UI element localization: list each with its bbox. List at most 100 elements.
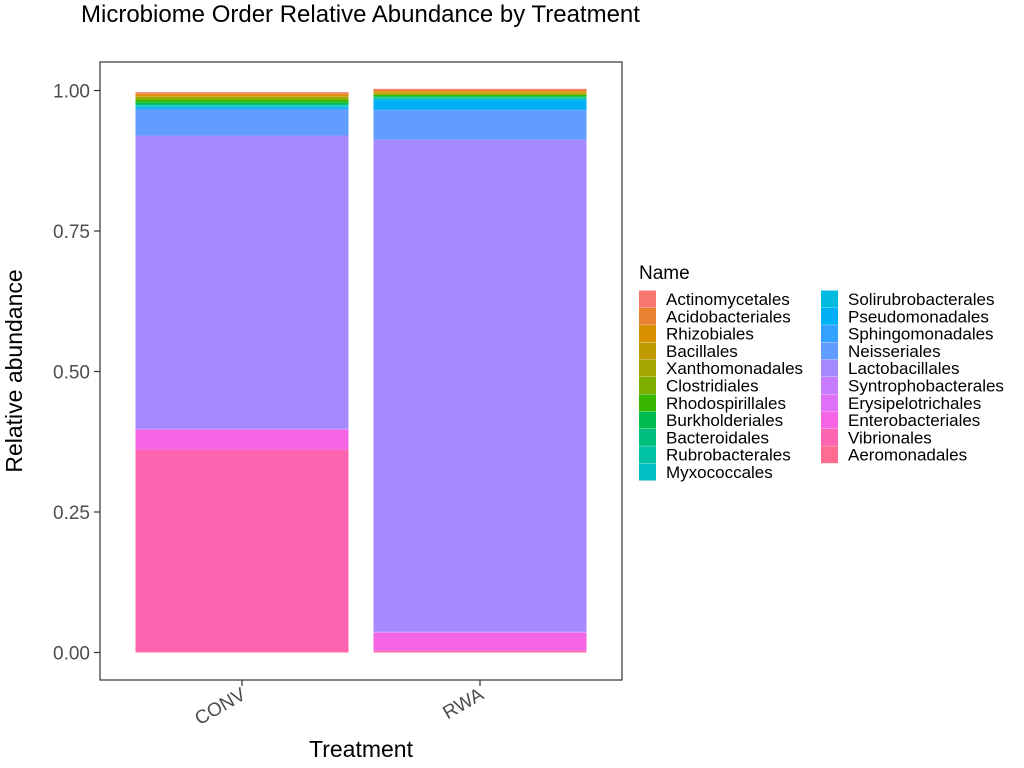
bar-segment-rwa-bacillales: [373, 92, 587, 94]
legend-label: Bacteroidales: [666, 428, 769, 447]
legend-swatch: [639, 359, 656, 377]
legend-swatch: [639, 428, 656, 446]
bar-segment-rwa-solirubrobacterales: [373, 99, 587, 101]
y-tick-label: 0.25: [53, 503, 90, 524]
legend-label: Aeromonadales: [848, 446, 967, 465]
legend-swatch: [821, 394, 838, 412]
legend-swatch: [639, 325, 656, 343]
legend-swatch: [639, 411, 656, 429]
legend-label: Clostridiales: [666, 377, 759, 396]
chart-title: Microbiome Order Relative Abundance by T…: [81, 1, 640, 28]
bar-segment-rwa-acidobacteriales: [373, 89, 587, 92]
bar-segment-rwa-sphingomonadales: [373, 109, 587, 111]
bar-segment-rwa-myxococcales: [373, 98, 587, 100]
legend-label: Bacillales: [666, 342, 738, 361]
bar-segment-rwa-syntrophobacterales: [373, 631, 587, 633]
legend-label: Erysipelotrichales: [848, 394, 981, 413]
bar-segment-conv-acidobacteriales: [135, 93, 349, 95]
legend-label: Solirubrobacterales: [848, 290, 994, 309]
bar-segment-conv-neisseriales: [135, 109, 349, 136]
bar-segment-conv-myxococcales: [135, 105, 349, 107]
bar-segment-rwa-lactobacillales: [373, 139, 587, 632]
bar-segment-rwa-actinomycetales: [373, 88, 587, 90]
legend-label: Myxococcales: [666, 463, 773, 482]
y-axis: 0.00 0.25 0.50 0.75 1.00: [53, 82, 100, 665]
bar-segment-conv-pseudomonadales: [135, 107, 349, 109]
legend-label: Sphingomonadales: [848, 325, 994, 344]
x-tick-label: CONV: [191, 684, 249, 730]
legend-swatch: [639, 307, 656, 325]
bar-segment-rwa-erysipelotrichales: [373, 632, 587, 633]
x-tick-label: RWA: [440, 684, 488, 724]
legend: Name ActinomycetalesAcidobacterialesRhiz…: [639, 263, 1004, 482]
y-axis-title: Relative abundance: [1, 269, 27, 472]
bar-segment-rwa-burkholderiales: [373, 96, 587, 98]
y-tick-label: 0.75: [53, 222, 90, 243]
bar-segment-rwa-rhodospirillales: [373, 95, 587, 97]
y-tick-label: 0.50: [53, 363, 90, 384]
bar-segment-conv-actinomycetales: [135, 92, 349, 94]
bar-segment-conv-lactobacillales: [135, 135, 349, 429]
legend-swatch: [639, 342, 656, 360]
legend-label: Rhizobiales: [666, 325, 754, 344]
x-axis-title: Treatment: [309, 736, 414, 762]
bar-segment-conv-vibrionales: [135, 449, 349, 652]
legend-label: Actinomycetales: [666, 290, 790, 309]
legend-label: Rhodospirillales: [666, 394, 786, 413]
legend-label: Rubrobacterales: [666, 446, 791, 465]
bar-segment-conv-rhodospirillales: [135, 100, 349, 103]
bar-segment-rwa-rhizobiales: [373, 91, 587, 93]
bar-segment-rwa-aeromonadales: [373, 651, 587, 653]
bar-segment-conv-bacillales: [135, 96, 349, 97]
bar-segment-conv-solirubrobacterales: [135, 106, 349, 108]
legend-label: Xanthomonadales: [666, 359, 803, 378]
bar-segment-conv-erysipelotrichales: [135, 429, 349, 430]
bar-segment-conv-rubrobacterales: [135, 105, 349, 106]
legend-swatch: [639, 463, 656, 481]
legend-swatch: [639, 394, 656, 412]
legend-swatch: [821, 307, 838, 325]
bar-segment-conv-syntrophobacterales: [135, 428, 349, 430]
legend-swatch: [821, 446, 838, 464]
bar-segment-conv-burkholderiales: [135, 102, 349, 104]
bar-segment-rwa-rubrobacterales: [373, 97, 587, 99]
bar-segment-rwa-neisseriales: [373, 110, 587, 140]
legend-swatch: [639, 446, 656, 464]
legend-swatch: [821, 325, 838, 343]
bar-segment-rwa-xanthomonadales: [373, 93, 587, 95]
legend-title: Name: [639, 263, 690, 284]
legend-swatch: [821, 377, 838, 394]
legend-swatch: [639, 290, 656, 308]
bar-segment-rwa-bacteroidales: [373, 97, 587, 98]
bar-segment-conv-aeromonadales: [135, 651, 349, 653]
legend-swatch: [821, 359, 838, 377]
bar-segment-rwa-pseudomonadales: [373, 100, 587, 110]
bar-segment-rwa-vibrionales: [373, 650, 587, 652]
legend-label: Burkholderiales: [666, 411, 783, 430]
bar-segment-conv-bacteroidales: [135, 103, 349, 106]
bar-segment-conv-enterobacteriales: [135, 429, 349, 450]
bar-segment-conv-xanthomonadales: [135, 96, 349, 99]
y-tick-label: 0.00: [53, 644, 90, 665]
legend-label: Vibrionales: [848, 428, 932, 447]
legend-label: Lactobacillales: [848, 359, 960, 378]
x-axis: CONV RWA: [191, 680, 488, 730]
legend-label: Enterobacteriales: [848, 411, 980, 430]
legend-label: Neisseriales: [848, 342, 941, 361]
bar-segment-conv-clostridiales: [135, 98, 349, 101]
bar-segment-conv-rhizobiales: [135, 94, 349, 97]
legend-label: Acidobacteriales: [666, 307, 791, 326]
legend-swatch: [821, 342, 838, 360]
bar-segment-rwa-enterobacteriales: [373, 632, 587, 651]
legend-label: Pseudomonadales: [848, 307, 989, 326]
bar-segment-rwa-clostridiales: [373, 94, 587, 95]
bar-segment-conv-sphingomonadales: [135, 108, 349, 110]
legend-swatch: [639, 377, 656, 394]
legend-swatch: [821, 290, 838, 308]
legend-swatch: [821, 411, 838, 429]
y-tick-label: 1.00: [53, 82, 90, 103]
bars-layer: [135, 88, 587, 653]
legend-label: Syntrophobacterales: [848, 377, 1004, 396]
legend-swatch: [821, 428, 838, 446]
